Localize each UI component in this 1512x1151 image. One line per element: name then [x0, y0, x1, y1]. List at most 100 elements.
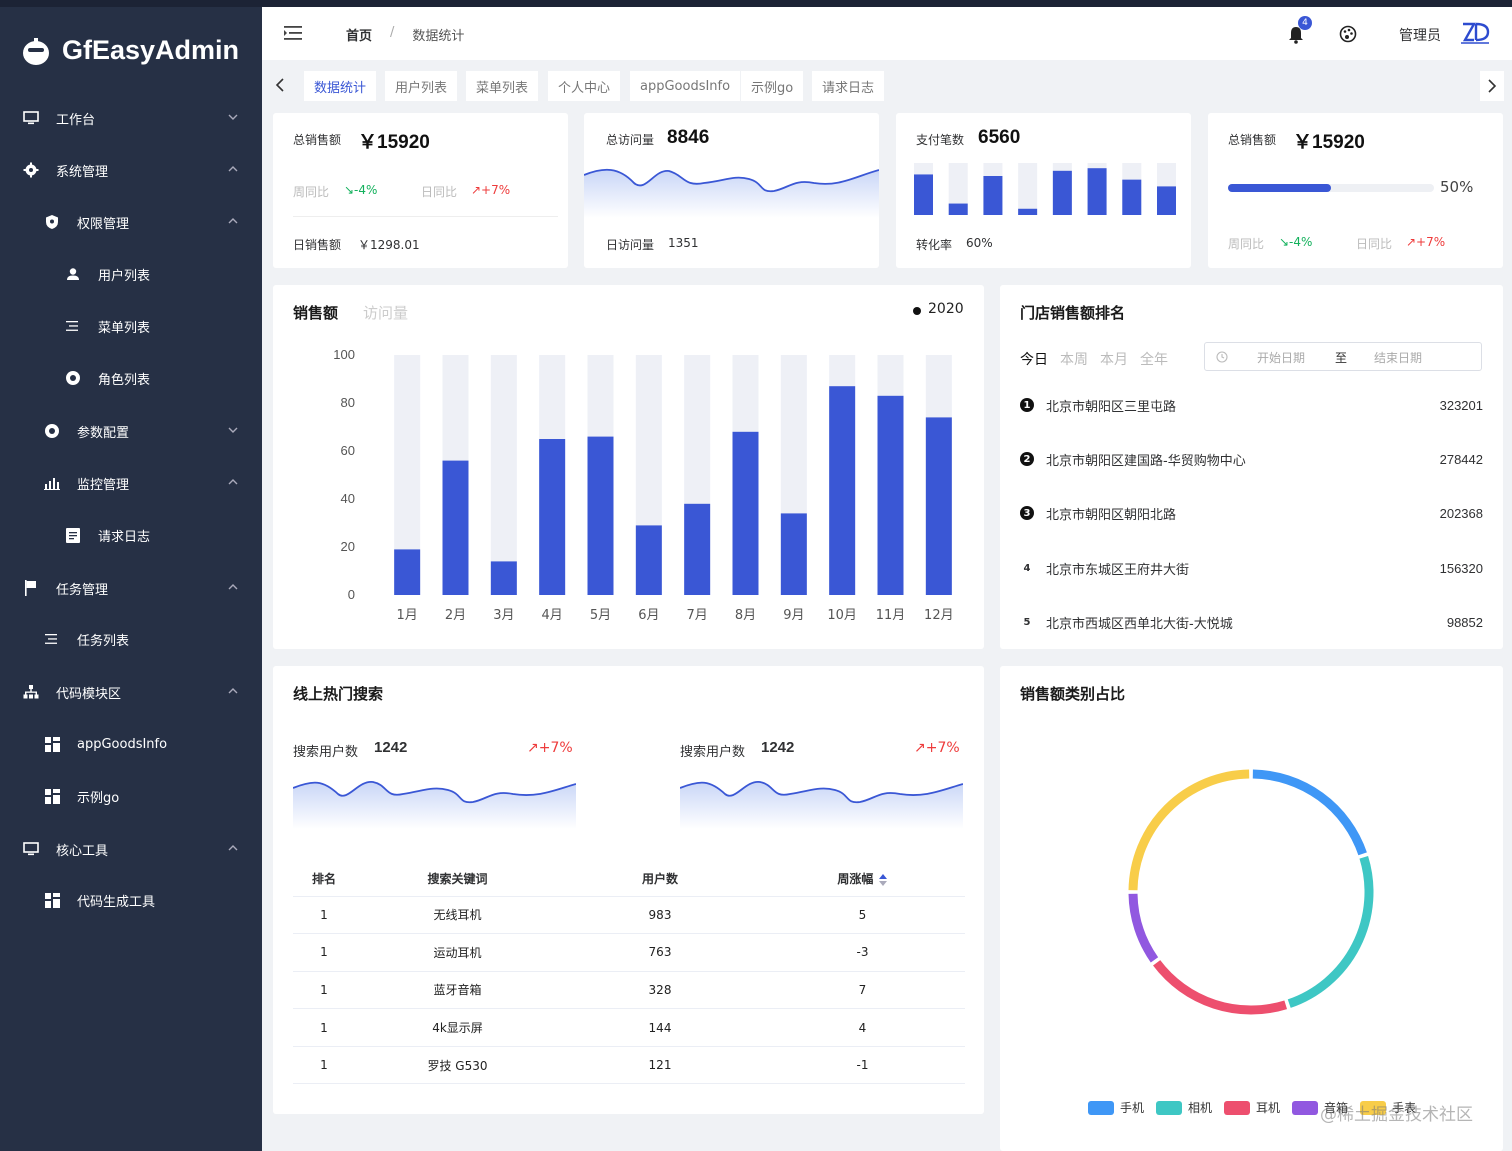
sidebar-item-monitor[interactable]: 监控管理	[0, 466, 262, 500]
tab-sales[interactable]: 销售额	[293, 304, 339, 322]
tab-user-list[interactable]: 用户列表	[385, 71, 458, 101]
sidebar-item-request-log[interactable]: 请求日志	[0, 518, 262, 552]
store-name: 北京市朝阳区朝阳北路	[1046, 507, 1177, 523]
period-year[interactable]: 全年	[1140, 352, 1168, 368]
foot-value: 60%	[966, 236, 993, 250]
legend-item[interactable]: 手机	[1088, 1099, 1144, 1116]
cell-users: 328	[560, 971, 760, 1010]
bar[interactable]	[732, 431, 759, 595]
app-logo[interactable]: GfEasyAdmin	[22, 35, 239, 66]
chevron-right-icon	[1488, 79, 1497, 93]
bar[interactable]	[877, 395, 904, 595]
legend-item[interactable]: 手表	[1360, 1099, 1416, 1116]
store-name: 北京市东城区王府井大街	[1046, 562, 1190, 578]
bar[interactable]	[587, 436, 614, 595]
tab-profile[interactable]: 个人中心	[548, 71, 621, 101]
tab-label: 数据统计	[314, 80, 367, 96]
sidebar-item-menu-list[interactable]: 菜单列表	[0, 309, 262, 343]
date-start[interactable]: 开始日期	[1257, 351, 1306, 365]
breadcrumb-home[interactable]: 首页	[346, 29, 373, 44]
tabs-scroll-right[interactable]	[1480, 71, 1504, 101]
store-ranking-card: 门店销售额排名 今日 本周 本月 全年 开始日期 至 结束日期 1 北京市朝阳区三…	[1000, 285, 1503, 649]
period-week[interactable]: 本周	[1060, 352, 1088, 368]
x-tick-label: 11月	[876, 608, 906, 623]
legend-item[interactable]: 音箱	[1292, 1099, 1348, 1116]
menu-toggle-icon[interactable]	[284, 26, 302, 40]
donut-slice[interactable]	[1153, 960, 1288, 1015]
sidebar-item-app-goods-info[interactable]: appGoodsInfo	[0, 727, 262, 761]
tab-example-go[interactable]: 示例go	[741, 71, 804, 101]
progress-track	[1228, 184, 1434, 192]
date-end[interactable]: 结束日期	[1374, 351, 1423, 365]
flag-icon	[22, 579, 40, 597]
notification-button[interactable]: 4	[1288, 16, 1312, 44]
sidebar-item-task[interactable]: 任务管理	[0, 571, 262, 605]
period-today[interactable]: 今日	[1020, 352, 1048, 368]
bar[interactable]	[780, 513, 807, 595]
y-tick-label: 20	[341, 539, 355, 554]
cell-rank: 1	[293, 1046, 355, 1085]
legend-label: 手表	[1392, 1101, 1417, 1115]
bar[interactable]	[539, 439, 566, 595]
chevron-up-icon	[228, 166, 238, 172]
settings-dot-icon	[43, 422, 61, 440]
donut-slice[interactable]	[1287, 855, 1374, 1008]
user-name[interactable]: 管理员	[1399, 28, 1441, 44]
avatar[interactable]	[1460, 21, 1490, 45]
bar[interactable]	[684, 503, 711, 595]
sidebar-item-params[interactable]: 参数配置	[0, 414, 262, 448]
cell-keyword: 4k显示屏	[355, 1008, 560, 1047]
donut-slice[interactable]	[1128, 769, 1250, 891]
sort-icon[interactable]	[878, 873, 888, 886]
sidebar-item-code-module[interactable]: 代码模块区	[0, 675, 262, 709]
legend-item[interactable]: 耳机	[1224, 1099, 1280, 1116]
y-tick-label: 0	[348, 587, 355, 602]
sidebar-item-task-list[interactable]: 任务列表	[0, 622, 262, 656]
store-name: 北京市朝阳区三里屯路	[1046, 399, 1177, 415]
search-users-sparkline	[293, 781, 576, 829]
bar[interactable]	[635, 525, 662, 595]
palette-icon[interactable]	[1339, 25, 1357, 43]
foot-value: 1351	[668, 236, 699, 250]
progress-text: 50%	[1440, 178, 1474, 196]
sidebar-item-example-go[interactable]: 示例go	[0, 779, 262, 813]
sidebar-item-user-list[interactable]: 用户列表	[0, 257, 262, 291]
mini-bar	[1157, 186, 1176, 215]
tab-app-goods-info[interactable]: appGoodsInfo	[630, 71, 741, 101]
sidebar-item-label: 请求日志	[98, 529, 151, 545]
chevron-left-icon[interactable]	[275, 77, 285, 93]
bar[interactable]	[442, 460, 469, 595]
sidebar-item-system[interactable]: 系统管理	[0, 153, 262, 187]
legend-item[interactable]: 相机	[1156, 1099, 1212, 1116]
period-month[interactable]: 本月	[1100, 352, 1128, 368]
donut-slice[interactable]	[1128, 893, 1159, 963]
sidebar-item-permission[interactable]: 权限管理	[0, 205, 262, 239]
bar[interactable]	[394, 549, 421, 595]
col-weekly-change[interactable]: 周涨幅	[760, 862, 965, 897]
donut-slice[interactable]	[1252, 769, 1367, 856]
bar[interactable]	[829, 386, 856, 595]
sidebar-item-role-list[interactable]: 角色列表	[0, 361, 262, 395]
sidebar-item-workbench[interactable]: 工作台	[0, 101, 262, 135]
tab-menu-list[interactable]: 菜单列表	[466, 71, 539, 101]
bar[interactable]	[925, 417, 952, 595]
table-row: 1 无线耳机 983 5	[293, 896, 965, 935]
foot-value: ￥1298.01	[358, 238, 420, 252]
tab-request-log[interactable]: 请求日志	[812, 71, 885, 101]
sidebar-item-label: 代码生成工具	[77, 894, 156, 910]
tab-data-stats[interactable]: 数据统计	[304, 71, 377, 101]
bar[interactable]	[490, 561, 517, 595]
sitemap-icon	[22, 683, 40, 701]
foot-label: 日访问量	[606, 238, 655, 252]
dod-label: 日同比	[421, 185, 458, 199]
pie-legend: 手机 相机 耳机 音箱 手表	[1088, 1099, 1428, 1116]
x-tick-label: 7月	[687, 608, 708, 623]
x-tick-label: 6月	[638, 608, 659, 623]
foot-label: 转化率	[916, 238, 953, 252]
sidebar-item-code-generator[interactable]: 代码生成工具	[0, 883, 262, 917]
tab-visits[interactable]: 访问量	[363, 304, 409, 322]
sidebar-item-core-tools[interactable]: 核心工具	[0, 832, 262, 866]
date-range-picker[interactable]: 开始日期 至 结束日期	[1204, 342, 1482, 371]
mini-bar-track	[1018, 163, 1038, 215]
payments-mini-bar-chart	[914, 163, 1176, 215]
